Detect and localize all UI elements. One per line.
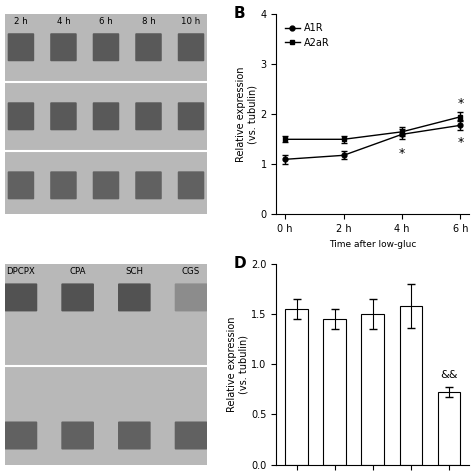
Bar: [400, 306, 422, 465]
Text: *: *: [457, 97, 464, 110]
FancyBboxPatch shape: [118, 283, 151, 311]
Text: CPA: CPA: [69, 267, 86, 276]
FancyBboxPatch shape: [135, 102, 162, 130]
Text: DPCPX: DPCPX: [7, 267, 36, 276]
FancyBboxPatch shape: [8, 171, 34, 200]
Text: &&: &&: [440, 371, 458, 381]
FancyBboxPatch shape: [93, 33, 119, 61]
FancyBboxPatch shape: [93, 171, 119, 200]
Text: SCH: SCH: [125, 267, 143, 276]
FancyBboxPatch shape: [50, 102, 77, 130]
Text: 10 h: 10 h: [182, 17, 201, 26]
FancyBboxPatch shape: [118, 421, 151, 449]
Text: *: *: [457, 137, 464, 149]
FancyBboxPatch shape: [50, 33, 77, 61]
FancyBboxPatch shape: [175, 421, 207, 449]
Y-axis label: Relative expression
(vs. tubulin): Relative expression (vs. tubulin): [236, 66, 258, 162]
FancyBboxPatch shape: [8, 33, 34, 61]
Text: D: D: [234, 256, 246, 272]
Bar: [285, 310, 308, 465]
FancyBboxPatch shape: [5, 421, 37, 449]
FancyBboxPatch shape: [61, 283, 94, 311]
FancyBboxPatch shape: [178, 171, 204, 200]
Text: CGS: CGS: [182, 267, 200, 276]
FancyBboxPatch shape: [178, 102, 204, 130]
Text: *: *: [399, 147, 405, 160]
Legend: A1R, A2aR: A1R, A2aR: [281, 19, 333, 52]
Bar: [323, 319, 346, 465]
FancyBboxPatch shape: [8, 102, 34, 130]
FancyBboxPatch shape: [61, 421, 94, 449]
FancyBboxPatch shape: [175, 283, 207, 311]
Text: B: B: [234, 6, 246, 21]
X-axis label: Time after low-gluc: Time after low-gluc: [329, 240, 417, 249]
Bar: [438, 392, 461, 465]
FancyBboxPatch shape: [5, 283, 37, 311]
FancyBboxPatch shape: [50, 171, 77, 200]
Text: 2 h: 2 h: [14, 17, 28, 26]
Text: 8 h: 8 h: [142, 17, 155, 26]
FancyBboxPatch shape: [178, 33, 204, 61]
FancyBboxPatch shape: [135, 33, 162, 61]
FancyBboxPatch shape: [135, 171, 162, 200]
FancyBboxPatch shape: [93, 102, 119, 130]
Text: 6 h: 6 h: [99, 17, 113, 26]
Y-axis label: Relative expression
(vs. tubulin): Relative expression (vs. tubulin): [227, 317, 248, 412]
Text: 4 h: 4 h: [56, 17, 70, 26]
Bar: [361, 314, 384, 465]
